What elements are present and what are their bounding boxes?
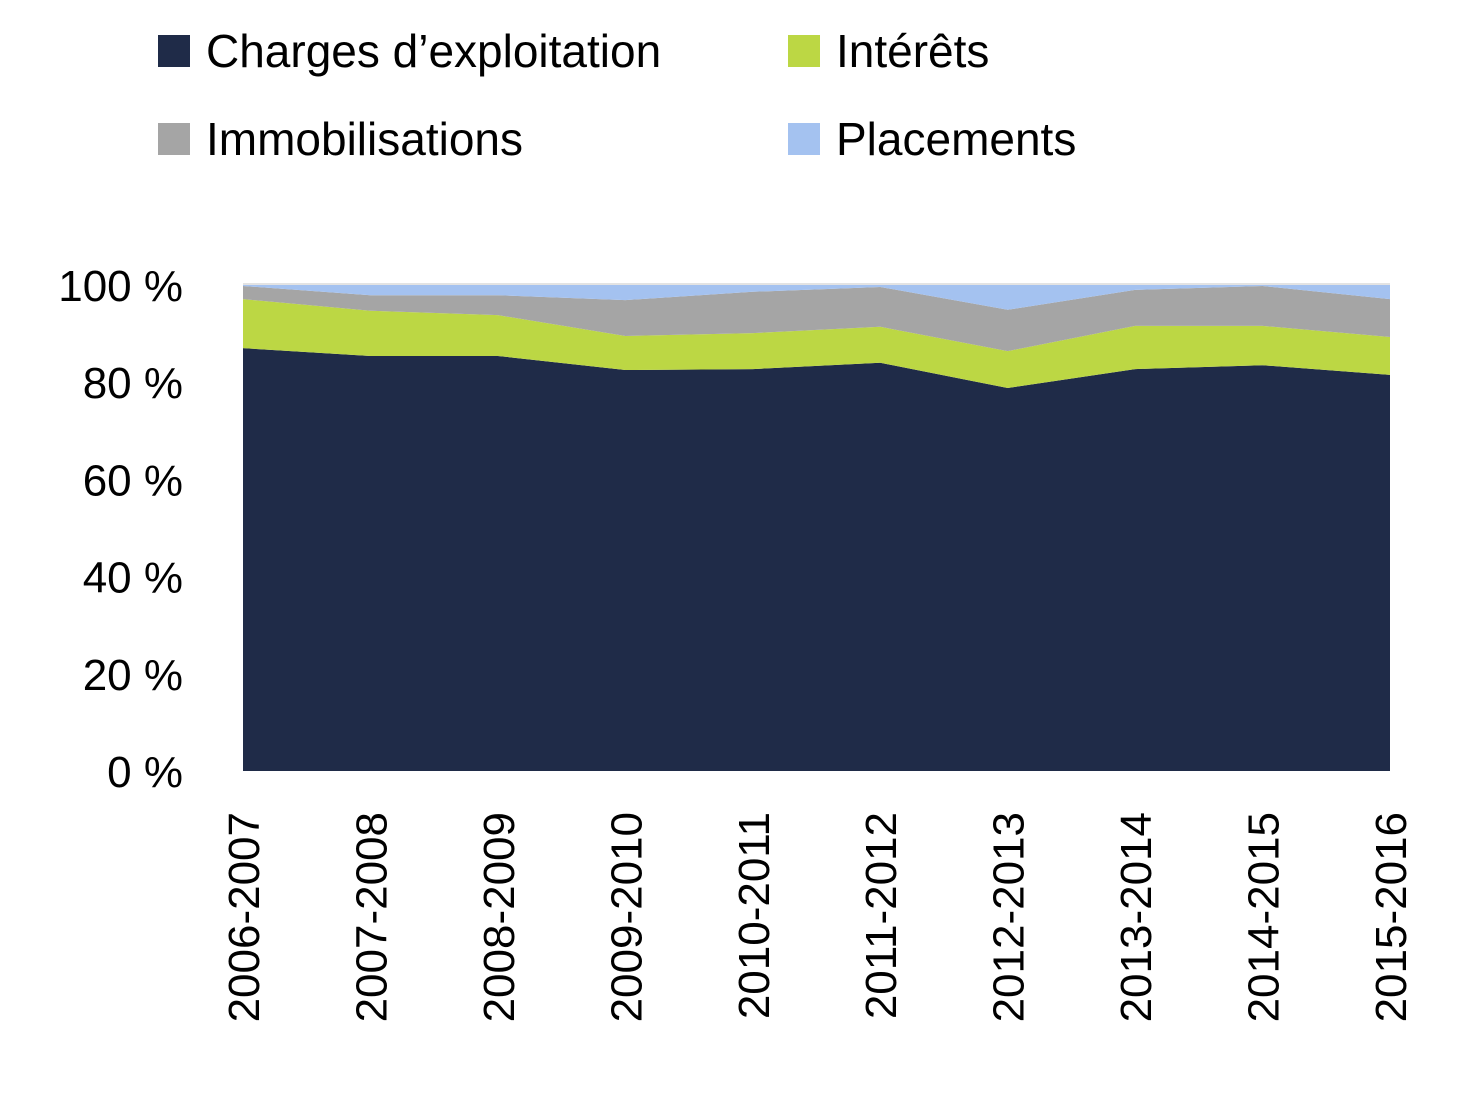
legend-label: Charges d’exploitation: [206, 25, 661, 77]
area-series-0: [243, 348, 1390, 771]
legend-swatch: [158, 123, 190, 155]
plot-area: [243, 283, 1390, 771]
y-tick-label: 40 %: [83, 554, 183, 603]
x-tick-label: 2010-2011: [730, 812, 779, 1019]
area-series-1: [243, 299, 1390, 389]
y-tick-label: 20 %: [83, 651, 183, 700]
y-tick-label: 80 %: [83, 359, 183, 408]
y-tick-label: 0 %: [107, 748, 183, 797]
x-tick-label: 2015-2016: [1367, 812, 1416, 1022]
y-axis: 0 % 20 % 40 % 60 % 80 % 100 %: [58, 262, 183, 797]
x-tick-label: 2007-2008: [347, 812, 396, 1022]
legend-item: Placements: [788, 113, 1076, 165]
area-series-3: [243, 285, 1390, 310]
legend: Charges d’exploitation Intérêts Immobilisa…: [158, 25, 1076, 165]
x-tick-label: 2009-2010: [602, 812, 651, 1022]
area-series-2: [243, 285, 1390, 352]
x-tick-label: 2014-2015: [1240, 812, 1289, 1022]
x-tick-label: 2011-2012: [857, 812, 906, 1019]
legend-swatch: [158, 35, 190, 67]
legend-swatch: [788, 35, 820, 67]
legend-label: Placements: [836, 113, 1076, 165]
legend-swatch: [788, 123, 820, 155]
legend-label: Intérêts: [836, 25, 989, 77]
legend-item: Immobilisations: [158, 113, 523, 165]
legend-item: Intérêts: [788, 25, 989, 77]
y-tick-label: 60 %: [83, 456, 183, 505]
legend-label: Immobilisations: [206, 113, 523, 165]
x-tick-label: 2013-2014: [1112, 812, 1161, 1022]
y-tick-label: 100 %: [58, 262, 183, 311]
x-tick-label: 2006-2007: [220, 812, 269, 1022]
x-tick-label: 2008-2009: [475, 812, 524, 1022]
x-axis: 2006-2007 2007-2008 2008-2009 2009-2010 2010…: [220, 812, 1416, 1022]
legend-item: Charges d’exploitation: [158, 25, 661, 77]
x-tick-label: 2012-2013: [985, 812, 1034, 1022]
